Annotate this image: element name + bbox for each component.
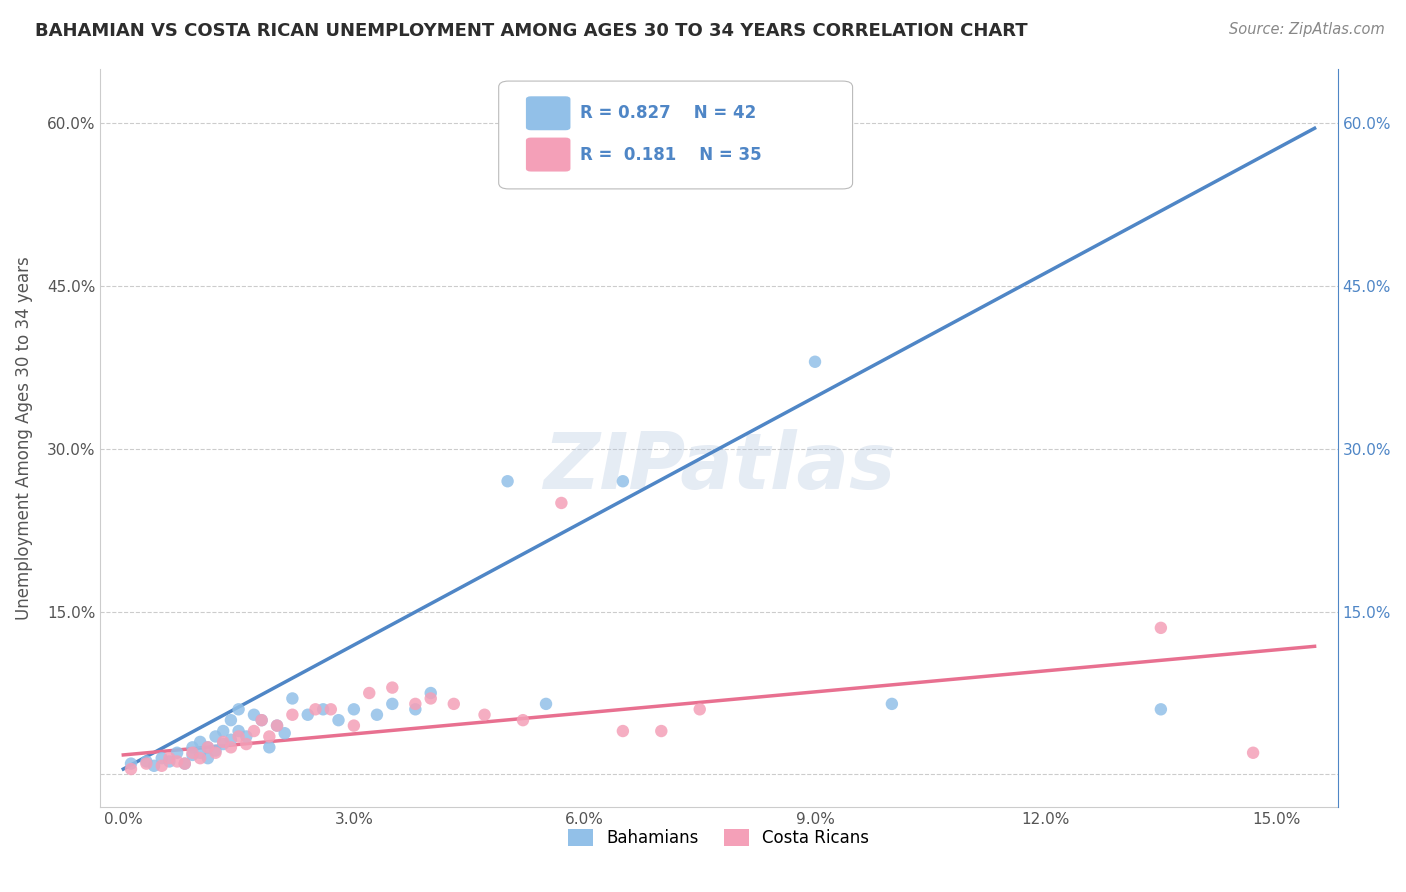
Point: [219, 732, 242, 747]
Text: R =  0.181    N = 35: R = 0.181 N = 35: [581, 145, 762, 163]
Point: [550, 496, 572, 510]
Point: [197, 740, 219, 755]
Point: [381, 681, 404, 695]
Point: [612, 724, 634, 739]
Point: [496, 474, 519, 488]
Point: [1150, 702, 1173, 716]
Point: [120, 756, 142, 771]
Point: [404, 702, 426, 716]
FancyBboxPatch shape: [526, 96, 571, 130]
Text: BAHAMIAN VS COSTA RICAN UNEMPLOYMENT AMONG AGES 30 TO 34 YEARS CORRELATION CHART: BAHAMIAN VS COSTA RICAN UNEMPLOYMENT AMO…: [35, 22, 1028, 40]
Point: [173, 756, 195, 771]
Point: [534, 697, 557, 711]
Point: [181, 747, 204, 762]
Point: [188, 746, 211, 760]
Point: [281, 707, 304, 722]
Point: [443, 697, 465, 711]
Point: [204, 746, 226, 760]
Point: [281, 691, 304, 706]
Point: [689, 702, 711, 716]
Point: [650, 724, 672, 739]
Point: [612, 474, 634, 488]
Point: [235, 730, 257, 744]
Point: [235, 737, 257, 751]
Text: R = 0.827    N = 42: R = 0.827 N = 42: [581, 104, 756, 122]
Point: [173, 756, 195, 771]
Point: [404, 697, 426, 711]
Point: [1150, 621, 1173, 635]
Point: [166, 755, 188, 769]
Point: [212, 737, 235, 751]
FancyBboxPatch shape: [526, 137, 571, 171]
Point: [266, 718, 288, 732]
Point: [120, 762, 142, 776]
Point: [359, 686, 381, 700]
Point: [181, 740, 204, 755]
Point: [343, 718, 366, 732]
Point: [188, 735, 211, 749]
Point: [143, 759, 166, 773]
Point: [135, 755, 157, 769]
Point: [157, 751, 180, 765]
Point: [135, 756, 157, 771]
Point: [204, 743, 226, 757]
Point: [319, 702, 342, 716]
Point: [228, 702, 250, 716]
Text: ZIPatlas: ZIPatlas: [543, 429, 896, 506]
Point: [343, 702, 366, 716]
Point: [304, 702, 326, 716]
Point: [328, 713, 350, 727]
Point: [150, 751, 173, 765]
Point: [204, 730, 226, 744]
Point: [228, 730, 250, 744]
Point: [197, 751, 219, 765]
Point: [804, 355, 827, 369]
Point: [243, 707, 266, 722]
Point: [197, 740, 219, 755]
Legend: Bahamians, Costa Ricans: Bahamians, Costa Ricans: [562, 822, 876, 855]
Point: [419, 691, 441, 706]
Point: [181, 746, 204, 760]
FancyBboxPatch shape: [499, 81, 852, 189]
Point: [266, 718, 288, 732]
Point: [228, 724, 250, 739]
Point: [219, 713, 242, 727]
Point: [474, 707, 496, 722]
Point: [312, 702, 335, 716]
Point: [150, 759, 173, 773]
Point: [880, 697, 903, 711]
Point: [366, 707, 388, 722]
Point: [166, 746, 188, 760]
Point: [381, 697, 404, 711]
Point: [219, 740, 242, 755]
Point: [250, 713, 273, 727]
Point: [1241, 746, 1264, 760]
Point: [419, 686, 441, 700]
Point: [212, 735, 235, 749]
Y-axis label: Unemployment Among Ages 30 to 34 years: Unemployment Among Ages 30 to 34 years: [15, 256, 32, 620]
Point: [512, 713, 534, 727]
Point: [212, 724, 235, 739]
Point: [273, 726, 295, 740]
Point: [243, 724, 266, 739]
Point: [297, 707, 319, 722]
Point: [157, 755, 180, 769]
Point: [259, 730, 281, 744]
Point: [250, 713, 273, 727]
Point: [259, 740, 281, 755]
Text: Source: ZipAtlas.com: Source: ZipAtlas.com: [1229, 22, 1385, 37]
Point: [188, 751, 211, 765]
